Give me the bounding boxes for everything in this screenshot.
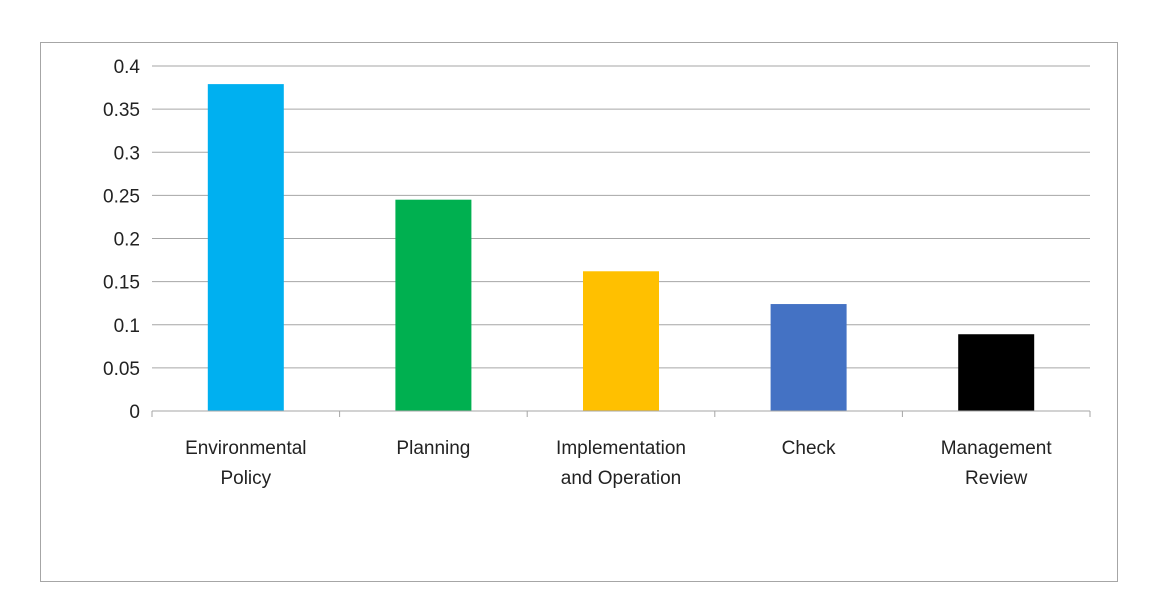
x-category-label-line: Implementation [556, 438, 686, 459]
y-axis-tick-labels: 0 0.05 0.1 0.15 0.2 0.25 0.3 0.35 0.4 [103, 57, 140, 423]
y-tick-label: 0.1 [114, 316, 140, 337]
bar [958, 334, 1035, 411]
x-axis [151, 410, 1091, 417]
bar [583, 271, 659, 411]
x-category-label-line: Planning [396, 438, 470, 459]
y-tick-label: 0.3 [114, 143, 140, 164]
x-category-label: Management Review [941, 438, 1053, 489]
x-category-label-line: Management [941, 438, 1053, 459]
x-category-label: Planning [396, 438, 470, 459]
x-category-label: Check [782, 438, 836, 459]
y-tick-label: 0.4 [114, 57, 141, 78]
x-axis-category-labels: Environmental Policy Planning Implementatio… [185, 438, 1052, 489]
bar [770, 304, 847, 411]
x-category-label-line: Policy [220, 468, 271, 489]
x-category-label-line: and Operation [561, 468, 681, 489]
y-tick-label: 0.2 [114, 230, 140, 251]
x-category-label: Environmental Policy [185, 438, 306, 489]
y-tick-label: 0 [129, 402, 140, 423]
x-category-label-line: Environmental [185, 438, 306, 459]
y-tick-label: 0.05 [103, 359, 140, 380]
bars [207, 84, 1035, 412]
gridlines [152, 65, 1090, 369]
bar [207, 84, 284, 412]
x-category-label-line: Check [782, 438, 836, 459]
y-tick-label: 0.35 [103, 100, 140, 121]
y-tick-label: 0.25 [103, 186, 140, 207]
bar [395, 199, 472, 411]
y-tick-label: 0.15 [103, 273, 140, 294]
x-category-label-line: Review [965, 468, 1028, 489]
x-category-label: Implementation and Operation [556, 438, 686, 489]
